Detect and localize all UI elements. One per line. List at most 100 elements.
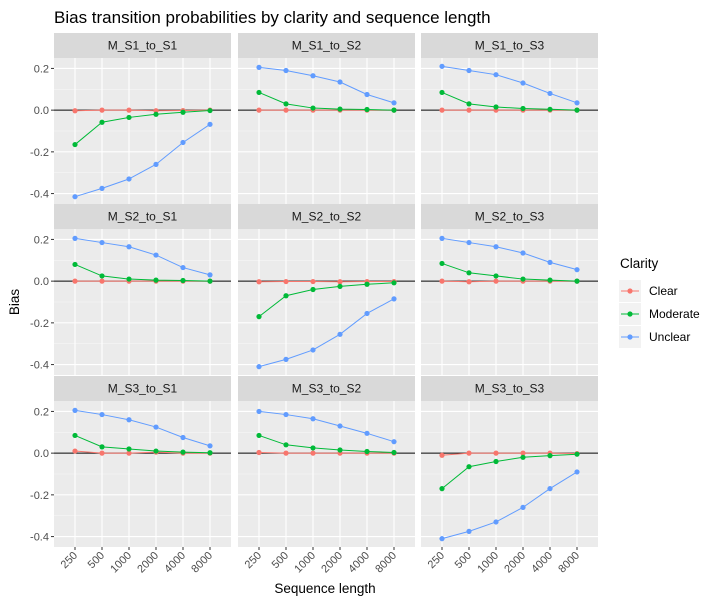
data-point-unclear <box>72 235 78 241</box>
data-point-unclear <box>337 423 343 429</box>
x-tick-label: 4000 <box>162 550 188 576</box>
data-point-moderate <box>493 104 499 110</box>
series-line-clear <box>74 450 210 454</box>
facet-strip <box>54 33 231 58</box>
y-tick-label: -0.2 <box>30 490 49 502</box>
data-point-moderate <box>391 107 397 113</box>
x-tick-label: 2000 <box>502 550 528 576</box>
data-point-unclear <box>153 252 159 258</box>
y-axis-title: Bias <box>7 289 22 316</box>
data-point-unclear <box>466 239 472 246</box>
legend-label: Unclear <box>649 330 690 344</box>
data-point-unclear <box>207 272 213 278</box>
data-point-unclear <box>72 407 78 413</box>
data-point-moderate <box>283 442 289 448</box>
facet-panel: M_S3_to_S3 <box>421 376 598 547</box>
data-point-unclear <box>520 504 526 510</box>
facet-strip <box>238 204 415 229</box>
y-tick-label: 0.0 <box>34 105 49 117</box>
data-point-unclear <box>283 356 289 362</box>
legend-label: Clear <box>649 284 678 298</box>
data-point-moderate <box>391 280 397 286</box>
legend-title: Clarity <box>620 256 659 271</box>
data-point-unclear <box>180 264 186 271</box>
data-point-moderate <box>391 449 397 456</box>
data-point-unclear <box>283 67 289 74</box>
data-point-unclear <box>493 244 499 250</box>
facet-panel: M_S3_to_S1 <box>54 376 231 547</box>
data-point-moderate <box>439 89 445 96</box>
x-tick-label: 8000 <box>556 550 582 576</box>
data-point-unclear <box>126 244 132 250</box>
legend-label: Moderate <box>649 307 700 321</box>
data-point-unclear <box>520 80 526 86</box>
data-point-moderate <box>180 449 186 455</box>
data-point-unclear <box>180 434 186 441</box>
x-axis-title: Sequence length <box>274 581 375 596</box>
data-point-moderate <box>493 273 499 279</box>
data-point-clear <box>256 107 262 113</box>
series-line-moderate <box>74 110 211 145</box>
y-tick-label: -0.4 <box>30 189 49 201</box>
data-point-moderate <box>547 106 553 112</box>
data-point-moderate <box>466 101 472 107</box>
series-line-unclear <box>258 66 395 104</box>
data-point-moderate <box>256 314 262 320</box>
facet-strip-label: M_S3_to_S3 <box>475 382 545 396</box>
legend-item-clear: Clear <box>619 280 678 302</box>
data-point-unclear <box>547 90 553 97</box>
data-point-moderate <box>99 444 105 450</box>
data-point-moderate <box>364 448 370 455</box>
facet-strip <box>238 33 415 58</box>
series-line-clear <box>441 452 578 456</box>
data-point-moderate <box>153 111 159 117</box>
facet-strip-label: M_S2_to_S3 <box>475 210 545 224</box>
data-point-unclear <box>493 72 499 78</box>
facet-strip-label: M_S1_to_S2 <box>292 39 362 53</box>
data-point-moderate <box>466 270 472 276</box>
data-point-unclear <box>574 267 580 273</box>
series-line-unclear <box>74 123 211 198</box>
data-point-unclear <box>207 121 213 127</box>
x-tick-label: 500 <box>453 550 474 571</box>
data-point-moderate <box>72 432 78 439</box>
data-point-moderate <box>520 276 526 282</box>
data-point-clear <box>439 452 445 458</box>
x-tick-label: 500 <box>86 550 107 571</box>
data-point-unclear <box>439 235 445 241</box>
data-point-moderate <box>364 281 370 287</box>
data-point-moderate <box>207 278 213 284</box>
data-point-clear <box>466 279 472 285</box>
data-point-moderate <box>99 119 105 125</box>
facet-panel: M_S2_to_S2 <box>238 204 415 375</box>
data-point-clear <box>99 107 105 113</box>
legend: Clarity Clear Moderate Unclear <box>619 256 700 348</box>
data-point-clear <box>72 108 78 114</box>
data-point-unclear <box>310 347 316 353</box>
data-point-moderate <box>310 105 316 111</box>
data-point-unclear <box>364 430 370 436</box>
data-point-moderate <box>466 464 472 470</box>
data-point-moderate <box>439 260 445 267</box>
data-point-unclear <box>310 73 316 79</box>
data-point-moderate <box>256 432 262 439</box>
data-point-moderate <box>256 89 262 96</box>
x-tick-label: 4000 <box>346 550 372 576</box>
data-point-unclear <box>99 185 105 191</box>
legend-key-point <box>627 288 633 294</box>
y-tick-label: 0.0 <box>34 276 49 288</box>
data-point-unclear <box>310 416 316 422</box>
x-axes: 250 500 1000 2000 4000 8000 250 500 1000 2000 4000… <box>59 547 582 575</box>
data-point-moderate <box>574 278 580 284</box>
data-point-clear <box>310 278 316 285</box>
data-point-moderate <box>439 486 445 492</box>
data-point-unclear <box>574 100 580 106</box>
data-point-moderate <box>283 293 289 299</box>
data-point-clear <box>439 278 445 284</box>
data-point-clear <box>466 107 472 113</box>
data-point-clear <box>310 450 316 456</box>
x-tick-label: 250 <box>426 550 447 571</box>
data-point-clear <box>72 448 78 454</box>
data-point-unclear <box>364 310 370 317</box>
data-point-unclear <box>153 161 159 167</box>
